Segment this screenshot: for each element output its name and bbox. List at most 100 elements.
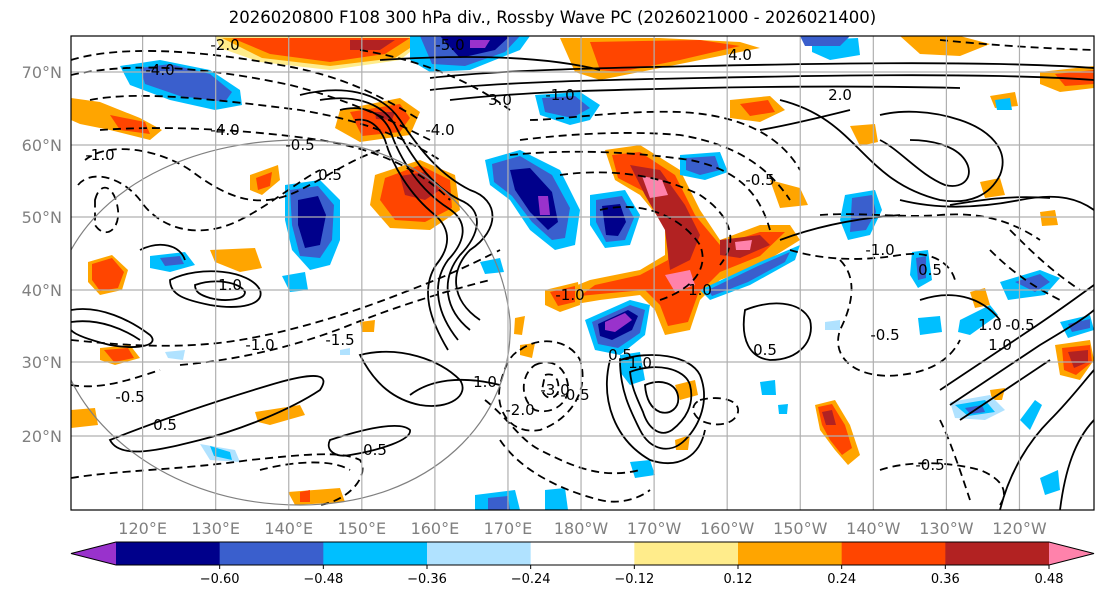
contour-label: -1.0 xyxy=(245,336,274,354)
contour-line xyxy=(559,171,732,266)
shaded-anomalies xyxy=(71,36,1094,510)
colorbar-tick-label: −0.24 xyxy=(511,572,551,587)
contour-line xyxy=(339,107,464,341)
contour-line xyxy=(939,39,1094,51)
colorbar-bin xyxy=(323,542,428,565)
lat-tick-label: 30°N xyxy=(22,353,62,372)
shade-blob xyxy=(210,248,262,272)
contour-label: 1.0 xyxy=(988,336,1012,354)
shade-blob xyxy=(514,316,525,335)
contour-line xyxy=(606,359,706,465)
contour-label: -2.0 xyxy=(210,36,239,54)
shade-blob xyxy=(900,36,990,56)
contour-label: 1.0 xyxy=(473,373,497,391)
shade-blob xyxy=(470,40,490,48)
shade-blob xyxy=(916,256,926,280)
contour-line xyxy=(139,243,186,261)
colorbar-bin xyxy=(945,542,1050,565)
contour-line xyxy=(1059,419,1094,510)
shade-blob xyxy=(160,256,184,266)
lon-tick-label: 130°E xyxy=(191,519,240,538)
shade-blob xyxy=(92,258,124,291)
contour-label: -1.5 xyxy=(325,331,354,349)
shade-blob xyxy=(71,408,98,428)
shade-blob xyxy=(298,196,326,248)
contour-label: 3.0 xyxy=(488,91,512,109)
shade-blob xyxy=(918,316,942,335)
shade-blob xyxy=(850,124,878,146)
shade-blob xyxy=(605,313,632,332)
contour-line xyxy=(629,366,693,434)
lon-tick-label: 160°W xyxy=(700,519,755,538)
shade-blob xyxy=(825,320,840,330)
contour-line xyxy=(919,294,1001,321)
shade-blob xyxy=(538,196,550,215)
shade-blob xyxy=(708,252,790,296)
shade-blob xyxy=(542,96,590,118)
contour-line xyxy=(541,373,560,399)
positive-contours xyxy=(71,56,1094,510)
contour-label: -1.0 xyxy=(85,146,114,164)
shade-blob xyxy=(104,348,134,362)
contour-line xyxy=(879,462,1005,506)
contour-label: -0.5 xyxy=(285,136,314,154)
contour-label: 0.5 xyxy=(608,346,632,364)
map-frame xyxy=(70,35,1095,511)
lon-tick-label: 150°E xyxy=(337,519,386,538)
colorbar-extend-max xyxy=(1049,542,1094,565)
contour-label: -1.0 xyxy=(545,86,574,104)
contour-line xyxy=(742,302,812,361)
contour-line xyxy=(327,424,411,457)
shade-blob xyxy=(590,40,740,72)
contour-line xyxy=(989,249,1061,301)
colorbar-tick-label: 0.36 xyxy=(931,572,960,587)
lon-tick-label: 120°W xyxy=(992,519,1047,538)
shade-blob xyxy=(1068,350,1088,368)
latitude-tick-labels: 70°N 60°N 50°N 40°N 30°N 20°N xyxy=(22,63,62,446)
colorbar-bin xyxy=(530,542,635,565)
contour-line xyxy=(499,439,651,503)
shade-blob xyxy=(620,352,645,385)
shade-blob xyxy=(1015,274,1050,292)
contour-line xyxy=(779,99,1004,203)
contour-line xyxy=(319,97,478,331)
contour-line xyxy=(949,196,1051,206)
lon-tick-label: 170°E xyxy=(484,519,533,538)
shade-blob xyxy=(778,404,788,414)
contour-label: -0.5 xyxy=(915,456,944,474)
colorbar-bin xyxy=(427,542,532,565)
contour-label: 0.5 xyxy=(363,441,387,459)
contour-label: 1.0 xyxy=(978,316,1002,334)
contour-line xyxy=(94,186,119,234)
contour-line xyxy=(759,109,851,131)
shade-blob xyxy=(340,348,350,355)
contour-line xyxy=(71,308,154,348)
contour-line xyxy=(169,270,262,308)
contour-line xyxy=(379,56,601,71)
contour-line xyxy=(519,132,791,201)
shade-blob xyxy=(800,36,850,46)
contour-label: 0.5 xyxy=(153,416,177,434)
colorbar: −0.60 −0.48 −0.36 −0.24 −0.12 0.12 0.24 0.36 0.4… xyxy=(70,541,1095,587)
contour-line xyxy=(599,206,704,301)
lon-tick-label: 170°W xyxy=(627,519,682,538)
lon-tick-label: 160°E xyxy=(411,519,460,538)
lon-tick-label: 140°W xyxy=(846,519,901,538)
contour-line xyxy=(84,148,381,202)
lon-tick-label: 180°W xyxy=(554,519,609,538)
shade-blob xyxy=(360,320,375,332)
shade-blob xyxy=(822,410,836,425)
colorbar-bin xyxy=(219,542,324,565)
shade-blob xyxy=(165,350,185,360)
lat-tick-label: 20°N xyxy=(22,427,62,446)
colorbar-tick-label: 0.48 xyxy=(1035,572,1064,587)
contour-label: -5.0 xyxy=(435,36,464,54)
contour-line xyxy=(939,284,1094,391)
shade-blob xyxy=(488,496,510,510)
contour-line xyxy=(1009,229,1081,291)
contour-line xyxy=(522,361,569,413)
contour-line xyxy=(71,320,141,341)
contour-label: -2.0 xyxy=(505,401,534,419)
shade-blob xyxy=(642,176,668,198)
